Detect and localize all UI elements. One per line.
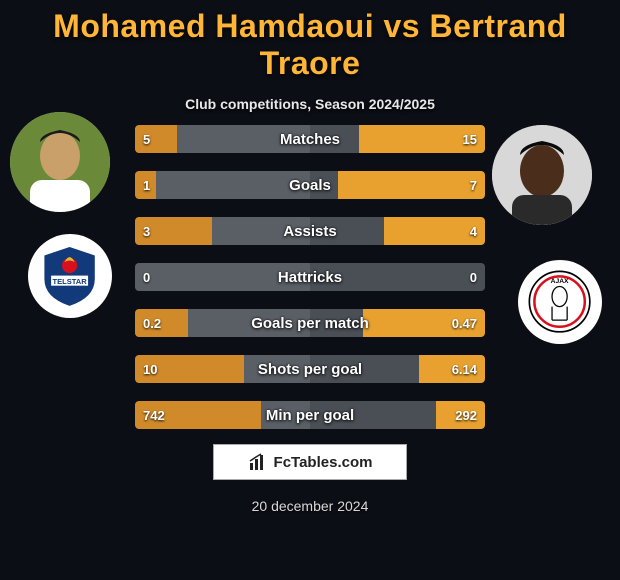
page-title: Mohamed Hamdaoui vs Bertrand Traore <box>0 0 620 82</box>
stat-value-right: 292 <box>447 401 485 429</box>
left-club-badge: TELSTAR <box>28 234 112 318</box>
stat-label: Hattricks <box>135 263 485 291</box>
stat-value-right: 4 <box>462 217 485 245</box>
brand-badge[interactable]: FcTables.com <box>213 444 407 480</box>
stat-value-right: 15 <box>455 125 485 153</box>
stat-value-left: 10 <box>135 355 165 383</box>
stat-row: 34Assists <box>135 217 485 245</box>
stat-row: 17Goals <box>135 171 485 199</box>
club-crest-icon: AJAX <box>526 268 593 335</box>
stat-value-right: 7 <box>462 171 485 199</box>
stat-row: 742292Min per goal <box>135 401 485 429</box>
svg-text:TELSTAR: TELSTAR <box>53 277 88 286</box>
footer-date: 20 december 2024 <box>0 498 620 514</box>
stat-value-left: 5 <box>135 125 158 153</box>
chart-icon <box>248 452 268 472</box>
right-player-avatar <box>492 125 592 225</box>
stat-row: 0 0Hattricks <box>135 263 485 291</box>
player-face-icon <box>10 112 110 212</box>
stat-row: 515Matches <box>135 125 485 153</box>
stat-value-left: 1 <box>135 171 158 199</box>
stat-row: 106.14Shots per goal <box>135 355 485 383</box>
stat-value-right: 0 <box>462 263 485 291</box>
stat-value-left: 0.2 <box>135 309 169 337</box>
svg-text:AJAX: AJAX <box>551 279 569 286</box>
stat-value-left: 742 <box>135 401 173 429</box>
stat-value-left: 0 <box>135 263 158 291</box>
brand-text: FcTables.com <box>274 454 373 471</box>
stat-value-left: 3 <box>135 217 158 245</box>
stat-value-right: 6.14 <box>444 355 485 383</box>
club-crest-icon: TELSTAR <box>36 242 103 309</box>
stat-value-right: 0.47 <box>444 309 485 337</box>
stat-row: 0.20.47Goals per match <box>135 309 485 337</box>
right-club-badge: AJAX <box>518 260 602 344</box>
player-face-icon <box>492 125 592 225</box>
left-player-avatar <box>10 112 110 212</box>
stats-bar-group: 515Matches17Goals34Assists00Hattricks0.2… <box>135 125 485 447</box>
subtitle: Club competitions, Season 2024/2025 <box>0 96 620 112</box>
